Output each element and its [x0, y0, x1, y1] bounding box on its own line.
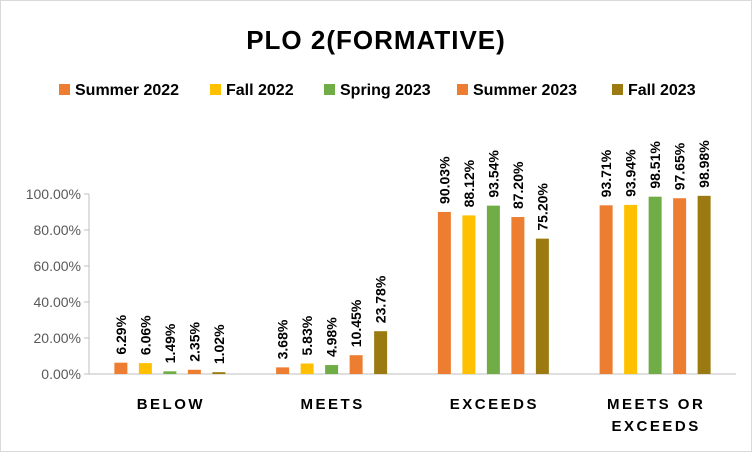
x-category-label: EXCEEDS	[450, 396, 539, 413]
bar	[374, 331, 388, 374]
data-label: 6.06%	[137, 315, 153, 355]
bar	[486, 205, 500, 374]
data-label: 97.65%	[672, 142, 688, 190]
bar	[511, 217, 525, 374]
data-label: 4.98%	[324, 317, 340, 357]
legend-swatch	[210, 84, 221, 95]
bar	[599, 205, 613, 374]
data-label: 88.12%	[461, 159, 477, 207]
data-label: 3.68%	[275, 319, 291, 359]
y-tick-label: 80.00%	[34, 222, 81, 238]
legend-swatch	[59, 84, 70, 95]
data-label: 5.83%	[299, 315, 315, 355]
x-category-label: MEETS OR	[607, 396, 705, 413]
bar	[276, 367, 290, 374]
x-category-label: EXCEEDS	[612, 418, 701, 435]
chart-title: PLO 2(FORMATIVE)	[246, 25, 506, 55]
bar	[673, 198, 687, 374]
bar	[114, 362, 128, 374]
data-label: 10.45%	[348, 299, 364, 347]
legend-label: Fall 2022	[226, 82, 294, 99]
bar	[535, 238, 549, 374]
data-label: 87.20%	[510, 161, 526, 209]
bar	[349, 355, 363, 374]
legend-swatch	[457, 84, 468, 95]
bar	[187, 369, 201, 374]
data-label: 2.35%	[186, 322, 202, 362]
data-label: 93.71%	[598, 149, 614, 197]
data-labels: 6.29% 6.06% 1.49% 2.35% 1.02% 3.68% 5.83% 4.98%…	[113, 140, 712, 364]
y-tick-label: 100.00%	[26, 186, 81, 202]
legend: Summer 2022 Fall 2022 Spring 2023 Summer 20…	[59, 82, 696, 99]
y-tick-label: 20.00%	[34, 330, 81, 346]
x-category-label: MEETS	[301, 396, 365, 413]
legend-label: Summer 2023	[473, 82, 577, 99]
legend-swatch	[612, 84, 623, 95]
legend-swatch	[324, 84, 335, 95]
y-tick-label: 60.00%	[34, 258, 81, 274]
data-label: 93.94%	[623, 149, 639, 197]
data-label: 1.02%	[211, 324, 227, 364]
data-label: 93.54%	[485, 150, 501, 198]
bar	[212, 372, 226, 374]
bar	[437, 211, 451, 374]
bar	[648, 196, 662, 374]
x-category-label: BELOW	[137, 396, 205, 413]
y-tick-label: 40.00%	[34, 294, 81, 310]
data-label: 1.49%	[162, 323, 178, 363]
y-tick-label: 0.00%	[41, 366, 81, 382]
bar	[300, 363, 314, 374]
legend-label: Fall 2023	[628, 82, 696, 99]
x-axis: BELOW MEETS EXCEEDS MEETS OR EXCEEDS	[89, 373, 736, 435]
data-label: 98.98%	[696, 140, 712, 188]
y-axis: 0.00% 20.00% 40.00% 60.00% 80.00% 100.00%	[26, 186, 90, 382]
data-label: 75.20%	[534, 183, 550, 231]
data-label: 6.29%	[113, 314, 129, 354]
bars	[114, 195, 711, 374]
bar	[138, 363, 152, 374]
data-label: 98.51%	[647, 141, 663, 189]
legend-label: Summer 2022	[75, 82, 179, 99]
bar	[624, 204, 638, 374]
bar	[462, 215, 476, 374]
bar	[697, 195, 711, 374]
bar	[163, 371, 177, 374]
data-label: 23.78%	[373, 275, 389, 323]
legend-label: Spring 2023	[340, 82, 431, 99]
data-label: 90.03%	[436, 156, 452, 204]
bar	[325, 365, 339, 374]
